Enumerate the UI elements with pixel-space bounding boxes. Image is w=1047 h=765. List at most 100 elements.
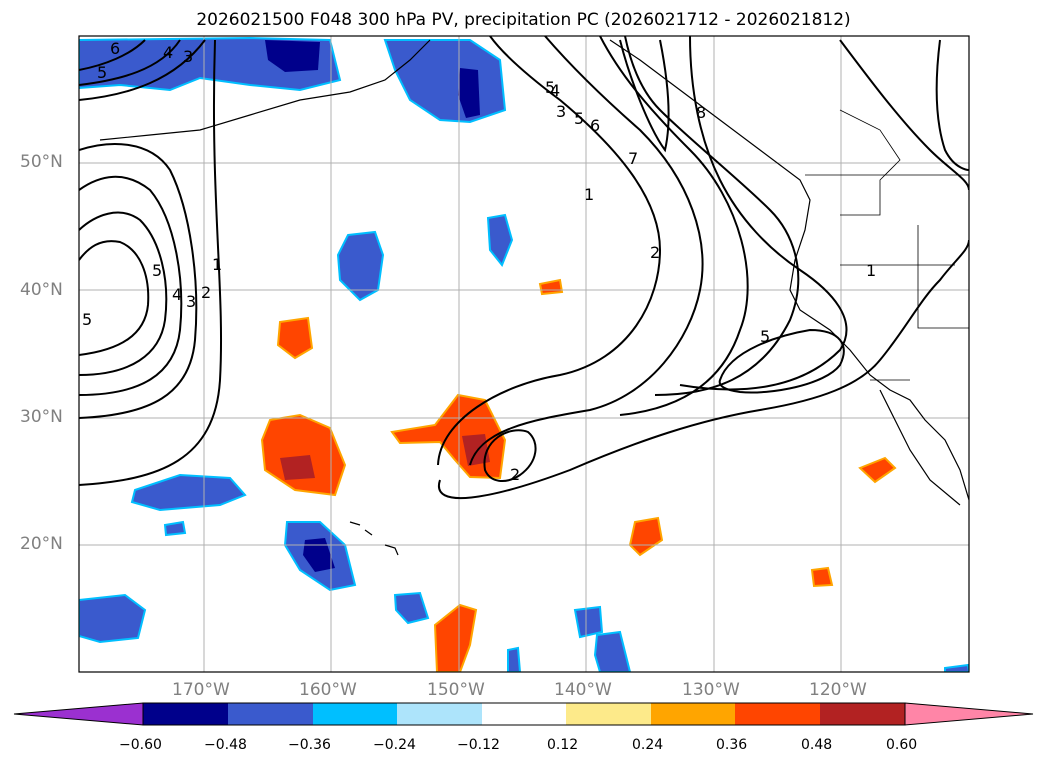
- contour-label: 4: [172, 285, 182, 304]
- contour-trough-5: [679, 36, 848, 391]
- colorbar: [13, 702, 1034, 726]
- colorbar-tick: −0.48: [204, 737, 247, 753]
- contour-label: 1: [212, 255, 222, 274]
- pos-area-2: [260, 413, 347, 497]
- neg-area-core-nw: [265, 40, 320, 72]
- contour-label: 6: [110, 39, 120, 58]
- contour-north-closed: [619, 39, 670, 153]
- neg-area-w: [130, 473, 247, 512]
- neg-area-small1: [486, 213, 514, 267]
- contour-ridge-e: [437, 239, 969, 500]
- contour-label: 5: [574, 109, 584, 128]
- contour-label: 4: [163, 43, 173, 62]
- contour-label: 5: [760, 327, 770, 346]
- contour-label: 5: [97, 63, 107, 82]
- lat-label: 50°N: [20, 152, 63, 172]
- contour-inner-low: [718, 328, 845, 394]
- neg-area-n: [336, 230, 385, 302]
- contour-label: 5: [82, 310, 92, 329]
- contour-trough-4: [624, 36, 800, 396]
- colorbar-tick: −0.12: [457, 737, 500, 753]
- lon-label: 150°W: [427, 680, 485, 700]
- contour-label: 3: [556, 102, 566, 121]
- lon-label: 160°W: [299, 680, 357, 700]
- contour-label: 5: [152, 261, 162, 280]
- colorbar-segment: [651, 703, 735, 725]
- lat-label: 40°N: [20, 280, 63, 300]
- contour-label: 2: [201, 283, 211, 302]
- lon-label: 120°W: [809, 680, 867, 700]
- contour-label: 8: [696, 103, 706, 122]
- grid-lines: [79, 36, 969, 672]
- chart-title: 2026021500 F048 300 hPa PV, precipitatio…: [196, 10, 851, 30]
- neg-area-s4: [593, 630, 632, 672]
- colorbar-segment: [735, 703, 820, 725]
- contour-west-5: [79, 240, 150, 356]
- contour-label: 3: [186, 292, 196, 311]
- colorbar-tick: −0.60: [119, 737, 162, 753]
- contour-west-2: [79, 143, 198, 419]
- contour-west-3: [79, 175, 183, 396]
- colorbar-tick: 0.36: [716, 737, 748, 753]
- colorbar-segment: [820, 703, 905, 725]
- neg-area-s2: [79, 593, 147, 644]
- lon-label: 170°W: [172, 680, 230, 700]
- contour-label: 7: [628, 149, 638, 168]
- neg-area-sw: [163, 520, 187, 537]
- pos-area-7: [810, 566, 834, 588]
- contour-west-1: [79, 39, 223, 486]
- colorbar-extend-left: [13, 702, 144, 726]
- map-frame: [78, 35, 970, 673]
- negative-precip-areas: [79, 36, 969, 672]
- colorbar-segment: [313, 703, 397, 725]
- colorbar-segment: [566, 703, 651, 725]
- contour-labels: 5 4 3 6 5 1 2 3 4 5 5 4 3 5 6 7 1 2 5 1 …: [82, 39, 876, 484]
- contour-label: 1: [866, 261, 876, 280]
- colorbar-tick: −0.36: [288, 737, 331, 753]
- country-borders: [805, 109, 969, 381]
- colorbar-segment: [228, 703, 313, 725]
- contour-nw-1: [79, 39, 206, 101]
- neg-area-s1: [393, 591, 430, 625]
- contour-trough-1: [437, 36, 662, 466]
- colorbar-tick: −0.24: [373, 737, 416, 753]
- colorbar-segment: [143, 703, 228, 725]
- colorbar-extend-right: [904, 702, 1034, 726]
- pv-contours: [79, 36, 969, 500]
- neg-area-core-hawaii: [303, 538, 335, 572]
- lon-label: 130°W: [682, 680, 740, 700]
- pos-area-1: [276, 316, 314, 360]
- lon-label: 140°W: [554, 680, 612, 700]
- contour-trough-2: [469, 36, 704, 466]
- contour-nw-3: [79, 39, 146, 71]
- contour-label: 5: [545, 78, 555, 97]
- contour-east-ridge: [839, 39, 969, 191]
- contour-label: 1: [584, 185, 594, 204]
- neg-area-s5: [507, 646, 522, 672]
- contour-label: 6: [590, 116, 600, 135]
- coastlines: [99, 39, 969, 556]
- positive-precip-areas: [260, 278, 897, 672]
- pos-area-8: [858, 456, 897, 484]
- pos-area-5: [628, 516, 664, 557]
- neg-area-s3: [573, 605, 604, 639]
- colorbar-tick: 0.24: [632, 737, 664, 753]
- colorbar-tick: 0.12: [547, 737, 579, 753]
- map-background: [79, 36, 969, 672]
- pos-area-6: [433, 603, 478, 672]
- neg-area-s6: [944, 663, 969, 672]
- pos-area-core-2: [280, 455, 315, 480]
- contour-label: 2: [510, 465, 520, 484]
- contour-west-4: [79, 211, 168, 376]
- lat-label: 30°N: [20, 407, 63, 427]
- contour-label: 4: [550, 81, 560, 100]
- colorbar-segment: [397, 703, 482, 725]
- colorbar-tick: 0.60: [886, 737, 918, 753]
- contour-nw-2: [79, 39, 181, 86]
- contour-closed-low: [483, 429, 537, 482]
- contour-label: 3: [183, 47, 193, 66]
- lat-label: 20°N: [20, 534, 63, 554]
- pos-area-core-3: [462, 434, 490, 466]
- contour-east-ridge-2: [935, 39, 969, 171]
